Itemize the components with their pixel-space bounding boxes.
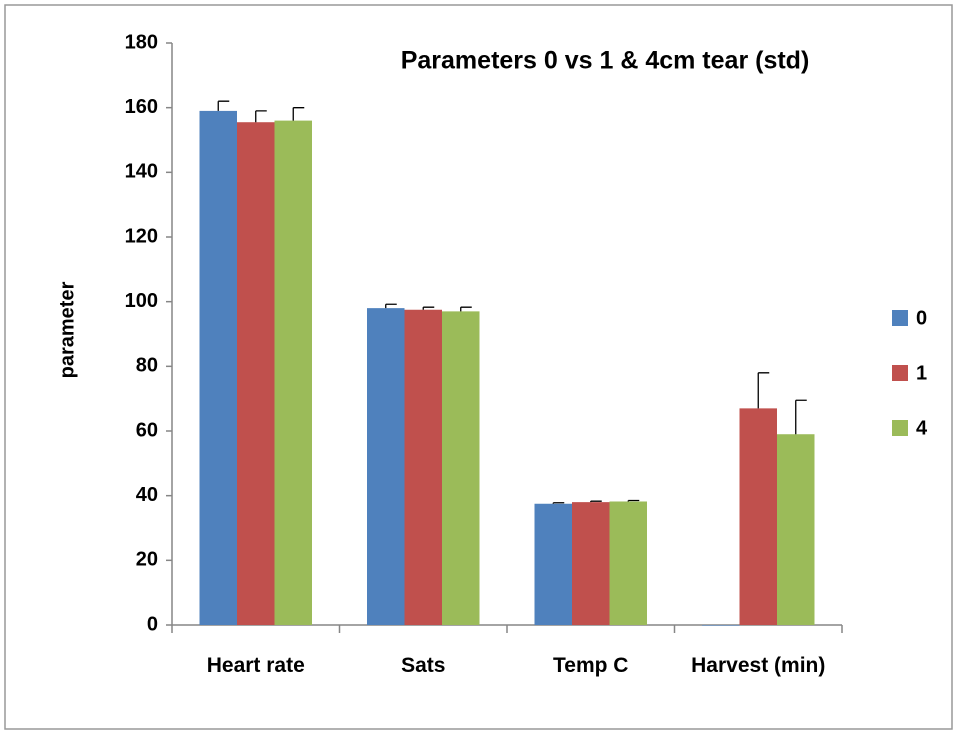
error-bar [460,306,472,312]
bar [237,122,275,625]
error-bar [627,499,640,502]
x-tick-label: Temp C [553,654,629,677]
legend-label: 1 [916,362,927,384]
y-axis-label: parameter [56,281,78,378]
y-tick-label: 100 [125,290,158,312]
bar [199,110,237,625]
y-tick-label: 160 [125,96,158,118]
legend-label: 0 [916,307,927,329]
chart-border [4,4,953,730]
chart-title: Parameters 0 vs 1 & 4cm tear (std) [401,47,810,75]
y-tick-label: 140 [125,161,158,183]
bar [609,501,647,625]
bar [534,503,572,625]
error-bar [255,110,267,123]
y-tick-label: 120 [125,225,158,247]
legend-label: 4 [916,417,928,439]
error-bar [385,303,397,309]
bar [404,309,442,625]
error-bar [292,107,305,121]
x-tick-label: Harvest (min) [691,654,826,677]
error-bar [552,502,565,504]
y-tick-label: 60 [136,419,158,441]
error-bar [590,500,602,503]
y-tick-label: 80 [136,355,158,377]
y-tick-label: 20 [136,549,158,571]
legend-swatch [892,420,908,436]
y-tick-label: 40 [136,484,158,506]
y-tick-label: 0 [147,613,158,635]
error-bar [757,372,770,409]
bar [572,502,610,625]
bar [739,408,777,625]
legend-swatch [892,310,908,326]
x-tick-label: Heart rate [206,654,305,677]
x-tick-label: Sats [401,654,446,677]
legend-swatch [892,365,908,381]
y-tick-label: 180 [125,31,158,53]
error-bar [422,306,435,310]
bar [274,120,312,625]
bar [442,311,480,625]
bar [777,434,815,625]
error-bar [217,100,230,111]
bar [702,625,740,626]
error-bar [795,399,807,435]
bar [367,308,405,625]
